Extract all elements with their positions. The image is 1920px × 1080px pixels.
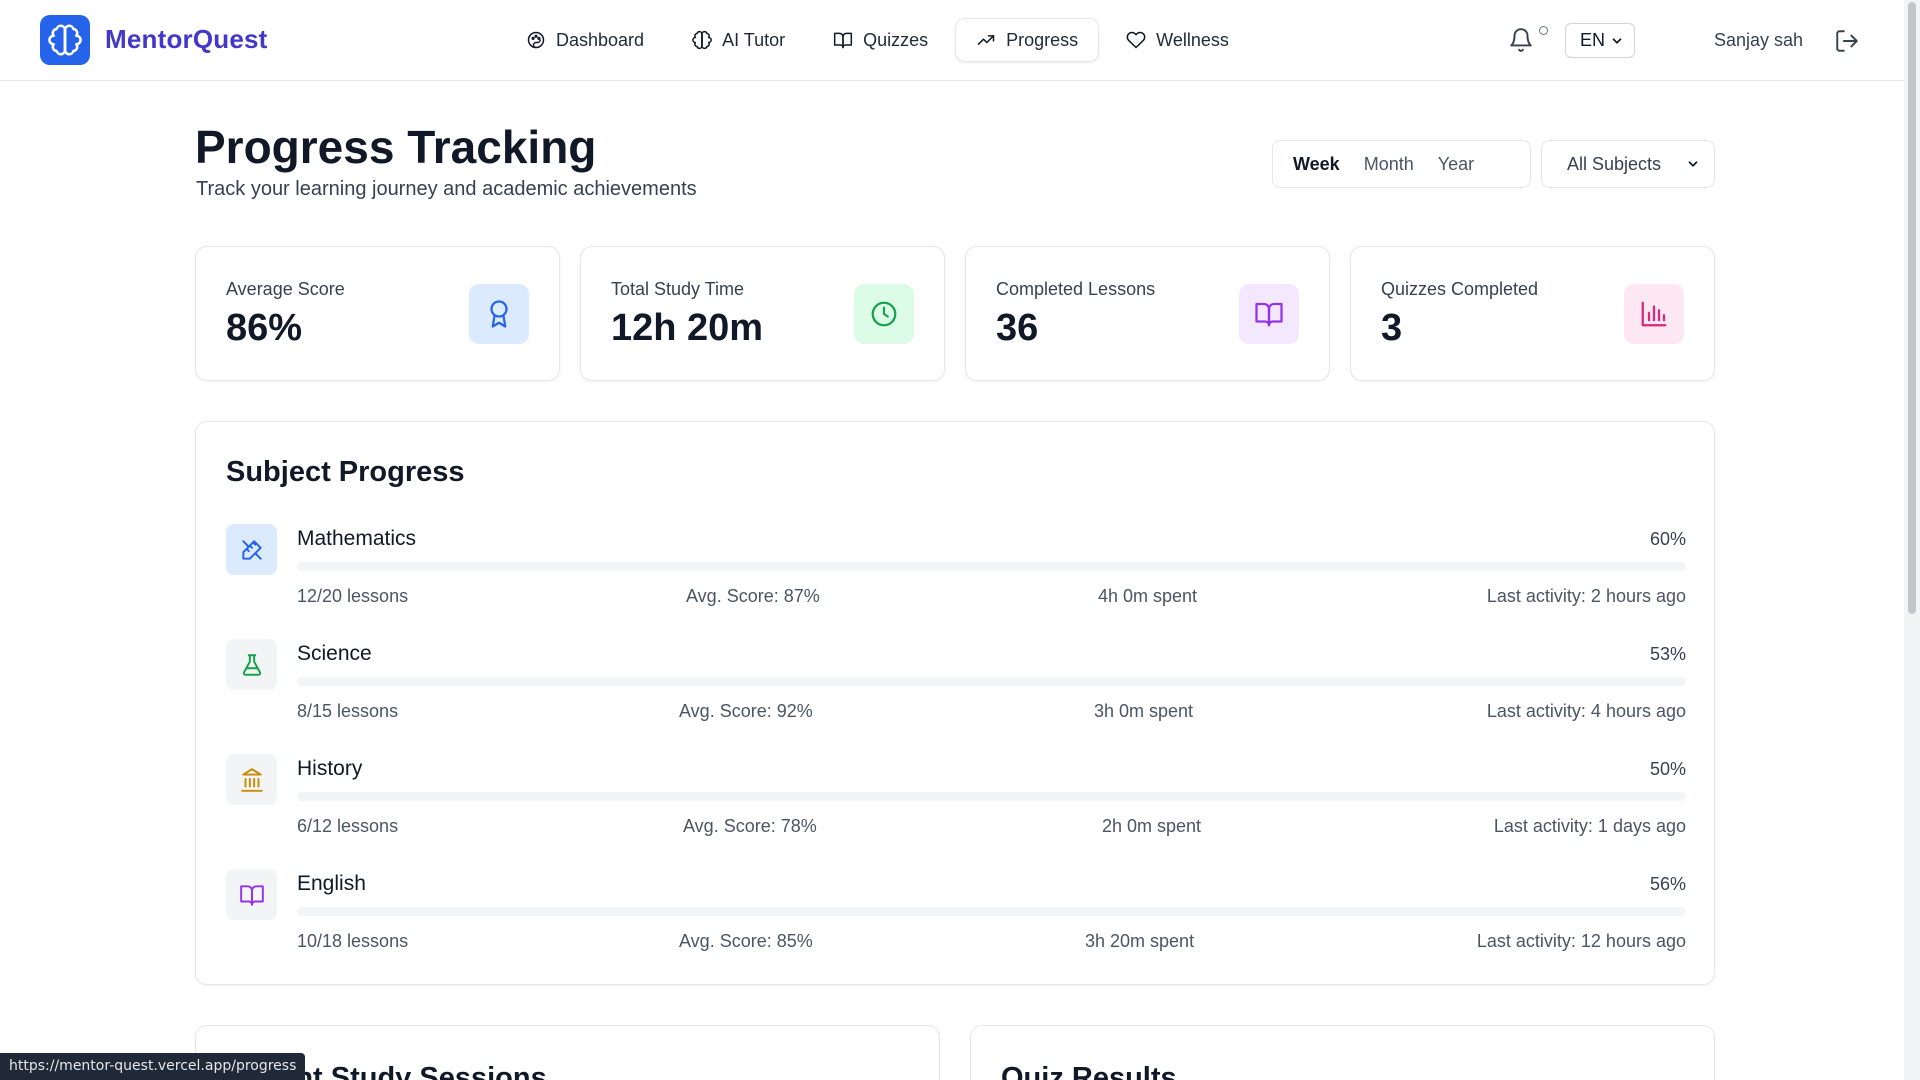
flask-icon — [226, 639, 277, 690]
subject-time-spent: 2h 0m spent — [1102, 816, 1202, 836]
subject-row-mathematics[interactable]: Mathematics 60% 12/20 lessons Avg. Score… — [226, 524, 1686, 624]
chevron-down-icon — [1688, 161, 1698, 167]
nav-progress[interactable]: Progress — [955, 18, 1100, 62]
nav-dashboard-label: Dashboard — [556, 29, 645, 50]
stat-label: Quizzes Completed — [1381, 279, 1539, 299]
subject-last-activity: Last activity: 2 hours ago — [1486, 586, 1686, 606]
subject-name: History — [297, 757, 363, 780]
bell-icon[interactable] — [1508, 26, 1534, 54]
subject-percent: 53% — [1649, 644, 1686, 664]
bar-chart-icon — [1624, 284, 1684, 344]
subject-filter-value: All Subjects — [1567, 153, 1662, 174]
status-bar-url: https://mentor-quest.vercel.app/progress — [0, 1053, 306, 1080]
period-year-button[interactable]: Year — [1437, 153, 1475, 174]
subject-meta: 8/15 lessons Avg. Score: 92% 3h 0m spent… — [297, 701, 1686, 725]
subject-name: English — [297, 872, 366, 895]
stat-value: 86% — [226, 307, 303, 349]
trending-up-icon — [977, 35, 995, 45]
brain-icon — [692, 30, 712, 50]
page-title: Progress Tracking — [195, 121, 597, 173]
stat-label: Average Score — [226, 279, 345, 299]
heart-icon — [1126, 31, 1146, 49]
period-month-button[interactable]: Month — [1363, 153, 1414, 174]
language-select[interactable]: EN — [1565, 23, 1635, 58]
nav-ai-tutor-label: AI Tutor — [722, 29, 786, 50]
quiz-results-title: Quiz Results — [1001, 1062, 1177, 1080]
nav-quizzes[interactable]: Quizzes — [812, 18, 949, 62]
subject-lessons: 12/20 lessons — [297, 586, 409, 606]
subject-time-spent: 3h 0m spent — [1094, 701, 1194, 721]
book-open-icon — [226, 869, 277, 920]
subject-percent: 60% — [1649, 529, 1686, 549]
brain-logo-icon[interactable] — [40, 15, 90, 65]
nav-progress-label: Progress — [1006, 29, 1079, 50]
quiz-results-card: Quiz Results — [970, 1025, 1715, 1080]
recent-study-sessions-card: Recent Study Sessions — [195, 1025, 940, 1080]
subject-meta: 6/12 lessons Avg. Score: 78% 2h 0m spent… — [297, 816, 1686, 840]
user-name[interactable]: Sanjay sah — [1714, 30, 1804, 50]
stat-value: 12h 20m — [611, 307, 764, 349]
page-subtitle: Track your learning journey and academic… — [196, 178, 697, 200]
subject-row-history[interactable]: History 50% 6/12 lessons Avg. Score: 78%… — [226, 754, 1686, 854]
subject-avg-score: Avg. Score: 87% — [686, 586, 820, 606]
stat-card-completed-lessons: Completed Lessons 36 — [965, 246, 1330, 381]
subject-avg-score: Avg. Score: 85% — [679, 931, 813, 951]
subject-time-spent: 3h 20m spent — [1085, 931, 1195, 951]
language-value: EN — [1580, 30, 1606, 50]
subject-progress-bar — [297, 677, 1686, 686]
subject-lessons: 6/12 lessons — [297, 816, 399, 836]
stat-value: 36 — [996, 307, 1039, 349]
clock-icon — [854, 284, 914, 344]
subject-percent: 56% — [1649, 874, 1686, 894]
nav-wellness-label: Wellness — [1156, 29, 1229, 50]
stat-card-total-study-time: Total Study Time 12h 20m — [580, 246, 945, 381]
subject-lessons: 10/18 lessons — [297, 931, 409, 951]
subject-last-activity: Last activity: 1 days ago — [1493, 816, 1686, 836]
stat-card-average-score: Average Score 86% — [195, 246, 560, 381]
subject-meta: 10/18 lessons Avg. Score: 85% 3h 20m spe… — [297, 931, 1686, 955]
subject-filter-select[interactable]: All Subjects — [1541, 140, 1715, 188]
page-scrollbar-thumb[interactable] — [1908, 2, 1916, 614]
subject-last-activity: Last activity: 12 hours ago — [1476, 931, 1686, 951]
nav-dashboard[interactable]: Dashboard — [505, 18, 665, 62]
subject-time-spent: 4h 0m spent — [1098, 586, 1198, 606]
subject-last-activity: Last activity: 4 hours ago — [1486, 701, 1686, 721]
subject-row-science[interactable]: Science 53% 8/15 lessons Avg. Score: 92%… — [226, 639, 1686, 739]
palette-icon — [527, 31, 545, 49]
subject-progress-title: Subject Progress — [226, 456, 465, 488]
nav-ai-tutor[interactable]: AI Tutor — [671, 18, 806, 62]
book-open-icon — [1239, 284, 1299, 344]
subject-row-english[interactable]: English 56% 10/18 lessons Avg. Score: 85… — [226, 869, 1686, 969]
landmark-icon — [226, 754, 277, 805]
recent-study-sessions-title: Recent Study Sessions — [226, 1062, 547, 1080]
subject-progress-bar — [297, 907, 1686, 916]
stat-card-quizzes-completed: Quizzes Completed 3 — [1350, 246, 1715, 381]
subject-progress-bar — [297, 562, 1686, 571]
brand-name[interactable]: MentorQuest — [105, 24, 268, 54]
math-tools-icon — [226, 524, 277, 575]
subject-avg-score: Avg. Score: 92% — [679, 701, 813, 721]
subject-name: Mathematics — [297, 527, 417, 550]
stat-value: 3 — [1381, 307, 1403, 349]
subject-progress-bar — [297, 792, 1686, 801]
nav-wellness[interactable]: Wellness — [1105, 18, 1250, 62]
stat-label: Total Study Time — [611, 279, 745, 299]
period-toggle: Week Month Year — [1272, 140, 1531, 188]
subject-percent: 50% — [1649, 759, 1686, 779]
subject-progress-panel: Subject Progress Mathematics 60% 12/20 l… — [195, 421, 1715, 985]
period-week-button[interactable]: Week — [1293, 153, 1340, 174]
subject-meta: 12/20 lessons Avg. Score: 87% 4h 0m spen… — [297, 586, 1686, 610]
main-nav: Dashboard AI Tutor Quizzes Progress Well… — [505, 18, 1250, 62]
chevron-down-icon — [1612, 37, 1622, 44]
notification-dot — [1539, 26, 1548, 35]
award-icon — [469, 284, 529, 344]
logout-icon[interactable] — [1834, 28, 1860, 54]
book-open-icon — [834, 32, 853, 49]
subject-avg-score: Avg. Score: 78% — [683, 816, 817, 836]
stat-label: Completed Lessons — [996, 279, 1156, 299]
top-navbar: MentorQuest Dashboard AI Tutor Quizzes P… — [0, 0, 1904, 81]
subject-name: Science — [297, 642, 372, 665]
nav-quizzes-label: Quizzes — [863, 29, 929, 50]
subject-lessons: 8/15 lessons — [297, 701, 399, 721]
